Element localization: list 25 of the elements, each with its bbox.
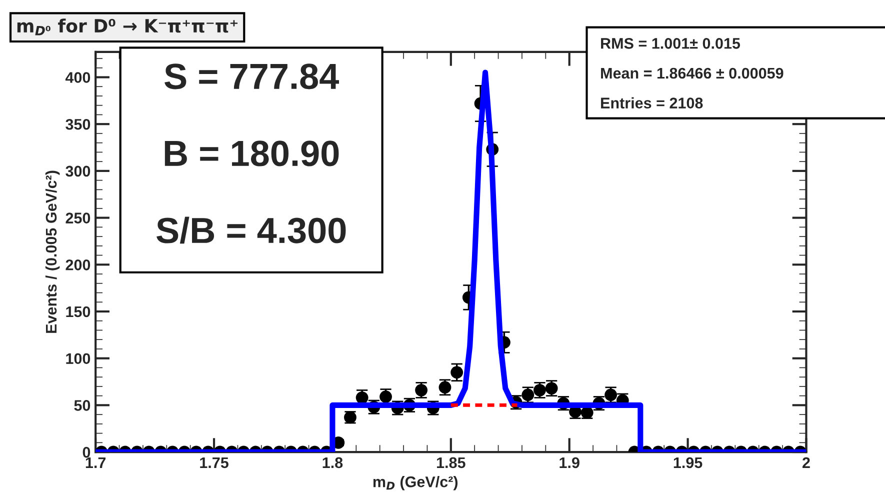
y-tick-label: 200 <box>66 259 90 270</box>
x-tick-label: 2 <box>802 457 810 468</box>
annotation: S/B = 4.300 <box>156 216 346 244</box>
y-tick-label: 0 <box>82 446 90 458</box>
y-tick-label: 250 <box>66 212 90 224</box>
x-axis-title: m$_{D}$ (GeV/c²) <box>373 476 458 490</box>
x-tick-label: 1.95 <box>674 457 702 468</box>
annotation: Mean = 1.86466 ± 0.00059 <box>601 68 784 79</box>
x-tick-label: 1.85 <box>437 457 466 468</box>
x-tick-label: 1.9 <box>560 457 580 468</box>
x-tick-label: 1.8 <box>322 457 343 468</box>
x-tick-label: 1.7 <box>86 457 106 468</box>
y-tick-label: 400 <box>65 72 90 83</box>
annotation: S = 777.84 <box>164 64 339 90</box>
y-tick-label: 300 <box>66 166 90 177</box>
annotation: B = 180.90 <box>164 140 339 166</box>
text: RMS = 1.001± 0.015 <box>601 38 740 49</box>
x-tick-label: 1.75 <box>200 457 228 468</box>
y-tick-label: 50 <box>74 400 90 411</box>
y-tick-label: 350 <box>66 118 90 130</box>
y-axis-title: Events / (0.005 GeV/c²) <box>45 170 60 333</box>
y-tick-label: 100 <box>66 353 90 364</box>
y-tick-label: 150 <box>66 306 90 318</box>
annotation: Entries = 2108 <box>601 97 703 108</box>
chart-title: m$_{D⁰}$ for D⁰ → K⁻π⁺π⁻π⁺ <box>17 18 238 36</box>
